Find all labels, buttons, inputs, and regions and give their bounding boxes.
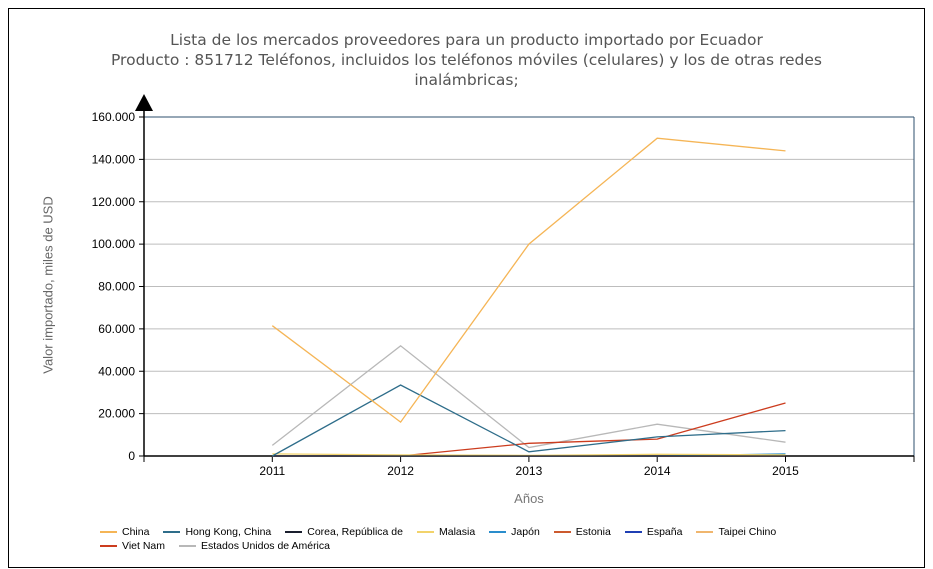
legend-item: Estados Unidos de América [179,540,330,552]
y-tick-label: 140.000 [92,152,136,166]
legend-item: Malasia [416,526,476,538]
legend-item: Taipei Chino [696,526,776,538]
y-axis-arrow-icon [135,94,153,111]
legend-swatch [100,545,117,547]
legend-swatch [416,531,434,533]
legend-swatch [624,531,642,533]
legend-swatch [489,531,507,533]
legend-swatch [696,531,714,533]
legend-item: Japón [489,526,540,538]
legend-swatch [100,531,117,533]
legend-label: Corea, República de [307,526,403,538]
legend-row: Viet Nam Estados Unidos de América [100,539,880,553]
series-line-china [271,137,786,424]
legend-item: Hong Kong, China [163,526,271,538]
x-tick-label: 2011 [259,464,285,478]
legend-row: China Hong Kong, China Corea, República de… [100,525,880,539]
legend-swatch [179,545,196,547]
legend-item: Viet Nam [100,540,165,552]
y-tick-label: 80.000 [98,280,135,294]
y-tick-label: 160.000 [92,110,136,124]
legend-label: Taipei Chino [718,526,777,538]
legend-label: Viet Nam [122,540,165,552]
legend: China Hong Kong, China Corea, República de… [100,525,880,553]
legend-label: España [646,526,683,538]
y-tick-label: 120.000 [92,195,136,209]
y-tick-label: 100.000 [92,237,136,251]
plot-area: 0 20.000 40.000 60.000 80.000 100.000 120.000 1… [92,94,915,478]
chart-frame [8,8,925,568]
legend-label: Hong Kong, China [185,526,272,538]
legend-label: Estonia [575,526,611,538]
x-axis-label: Años [514,491,544,506]
series-line-malasia [272,453,786,457]
x-tick-label: 2013 [516,464,543,478]
chart-title-line-3: inalámbricas; [414,71,519,89]
legend-swatch [163,531,181,533]
y-tick-label: 40.000 [98,364,135,378]
legend-swatch [285,531,303,533]
legend-swatch [553,531,571,533]
y-tick-label: 60.000 [98,322,135,336]
x-tick-label: 2015 [772,464,799,478]
legend-label: China [122,526,150,538]
legend-item: Estonia [553,526,611,538]
legend-item: España [624,526,683,538]
chart-title-line-2: Producto : 851712 Teléfonos, incluidos l… [110,51,823,69]
y-tick-label: 0 [128,449,135,463]
series-line-hong-kong-china [271,384,786,457]
series-line-estados-unidos-de-am-rica [271,344,786,449]
y-tick-label: 20.000 [98,407,135,421]
legend-label: Malasia [438,526,476,538]
chart-title-line-1: Lista de los mercados proveedores para u… [170,31,763,49]
legend-item: Corea, República de [285,526,403,538]
legend-label: Estados Unidos de América [201,540,330,552]
legend-label: Japón [511,526,540,538]
legend-item: China [100,526,149,538]
x-tick-label: 2012 [387,464,414,478]
x-tick-label: 2014 [644,464,671,478]
